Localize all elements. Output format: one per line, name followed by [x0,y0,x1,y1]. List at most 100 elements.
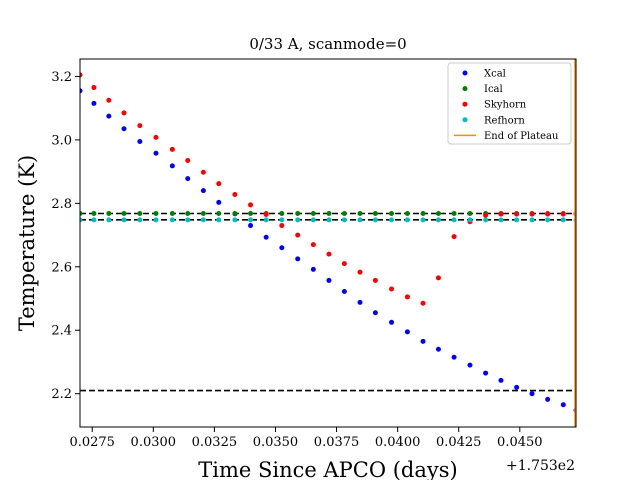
skyhorn-point [560,211,566,217]
ical-point [295,210,301,216]
skyhorn-point [216,181,222,187]
skyhorn-point [529,211,535,217]
y-tick-label: 3.0 [51,133,72,148]
xcal-point [169,163,175,169]
xcal-point [263,234,269,240]
legend-label-skyhorn: Skyhorn [484,100,527,111]
refhorn-point [560,217,566,223]
refhorn-point [80,217,83,223]
refhorn-point [248,217,254,223]
ical-point [451,210,457,216]
x-tick-label: 0.0425 [436,435,482,450]
skyhorn-point [326,251,332,257]
skyhorn-point [295,232,301,238]
skyhorn-point [91,85,97,91]
skyhorn-point [263,211,269,217]
refhorn-point [310,217,316,223]
xcal-point [279,245,285,251]
legend-swatch-skyhorn [462,101,468,107]
skyhorn-point [279,223,285,229]
ical-point [467,210,473,216]
refhorn-point [121,217,127,223]
xcal-point [295,256,301,262]
refhorn-point [451,217,457,223]
xcal-point [560,402,566,408]
xcal-point [91,100,97,106]
x-tick-label: 0.0275 [69,435,115,450]
ical-point [137,210,143,216]
refhorn-point [106,217,112,223]
ical-point [420,210,426,216]
x-tick-label: 0.0450 [497,435,543,450]
ical-point [389,210,395,216]
skyhorn-point [545,211,551,217]
xcal-point [357,299,363,305]
refhorn-point [200,217,206,223]
ical-point [248,210,254,216]
refhorn-point [529,217,535,223]
y-tick-label: 2.8 [51,197,72,212]
skyhorn-point [232,191,238,197]
legend-swatch-ical [462,86,468,92]
refhorn-point [216,217,222,223]
xcal-point [153,150,159,156]
refhorn-point [467,217,473,223]
xcal-point [498,377,504,383]
legend-label-ical: Ical [484,84,503,95]
ical-point [357,210,363,216]
skyhorn-point [121,110,127,116]
skyhorn-point [169,146,175,152]
ical-point [435,210,441,216]
skyhorn-point [389,286,395,292]
refhorn-point [263,217,269,223]
xcal-point [216,199,222,205]
ical-point [216,210,222,216]
x-tick-label: 0.0350 [253,435,299,450]
xcal-point [467,362,473,368]
y-tick-label: 2.4 [51,324,72,339]
skyhorn-point [420,300,426,306]
xcal-point [121,126,127,132]
xcal-point [514,384,520,390]
ical-point [153,210,159,216]
y-tick-label: 2.2 [51,387,72,402]
refhorn-point [91,217,97,223]
skyhorn-point [106,97,112,103]
refhorn-point [295,217,301,223]
ical-point [185,210,191,216]
refhorn-point [185,217,191,223]
xcal-point [341,289,347,295]
legend-label-xcal: Xcal [484,69,506,80]
xcal-point [106,113,112,119]
skyhorn-point [451,234,457,240]
x-offset-label: +1.753e2 [506,458,575,474]
skyhorn-point [80,72,83,78]
xcal-point [185,176,191,182]
skyhorn-point [341,261,347,267]
refhorn-point [498,217,504,223]
x-tick-label: 0.0325 [192,435,238,450]
refhorn-point [483,217,489,223]
refhorn-point [341,217,347,223]
xcal-point [310,266,316,272]
ical-point [121,210,127,216]
plot-area [80,59,576,427]
legend-box [447,62,572,145]
skyhorn-point [404,294,410,300]
x-tick-label: 0.0375 [314,435,360,450]
skyhorn-point [357,269,363,275]
xcal-point [529,391,535,397]
xcal-point [451,354,457,360]
xcal-point [389,319,395,325]
x-tick-label: 0.0400 [375,435,421,450]
skyhorn-point [514,211,520,217]
xcal-point [483,370,489,376]
x-axis-label: Time Since APCO (days) [198,458,457,480]
ical-point [200,210,206,216]
skyhorn-point [372,277,378,283]
legend-swatch-xcal [462,70,468,76]
y-tick-label: 2.6 [51,260,72,275]
xcal-point [420,338,426,344]
ical-point [106,210,112,216]
